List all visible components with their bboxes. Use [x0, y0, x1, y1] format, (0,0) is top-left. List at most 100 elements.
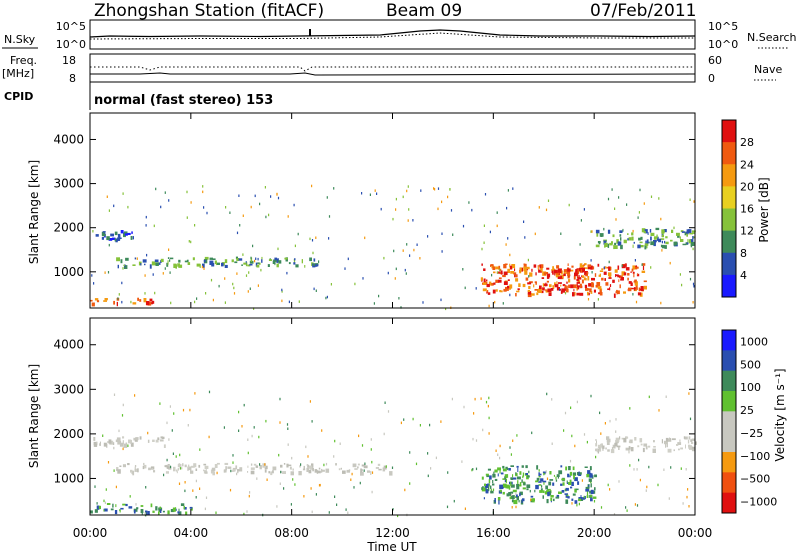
data-cell	[139, 436, 142, 440]
data-cell	[150, 466, 155, 470]
data-cell	[546, 499, 549, 504]
data-cell	[122, 447, 124, 451]
data-cell	[519, 471, 522, 475]
data-cell	[398, 297, 400, 300]
data-cell	[552, 482, 555, 486]
data-cell	[658, 197, 660, 200]
data-cell	[587, 291, 589, 296]
data-cell	[288, 262, 291, 265]
data-cell	[634, 281, 638, 286]
data-cell	[158, 511, 160, 515]
data-cell	[447, 471, 449, 474]
data-cell	[603, 227, 605, 231]
data-cell	[509, 293, 511, 297]
data-cell	[104, 508, 108, 512]
data-cell	[309, 237, 311, 241]
colorbar-cell	[722, 208, 736, 232]
data-cell	[516, 465, 519, 468]
data-cell	[661, 249, 663, 252]
data-cell	[494, 498, 496, 503]
data-cell	[237, 470, 239, 474]
data-cell	[169, 465, 172, 469]
data-cell	[569, 459, 572, 463]
y-tick-label: 4000	[53, 132, 84, 146]
data-cell	[90, 299, 93, 302]
data-cell	[626, 203, 628, 206]
data-cell	[564, 493, 568, 495]
data-cell	[639, 478, 641, 482]
data-cell	[529, 489, 531, 493]
data-cell	[686, 495, 688, 499]
data-cell	[177, 511, 180, 514]
data-cell	[384, 401, 386, 404]
data-cell	[599, 292, 603, 296]
data-cell	[195, 479, 197, 483]
data-cell	[297, 232, 299, 236]
data-cell	[160, 205, 162, 209]
data-cell	[510, 491, 514, 494]
data-cell	[637, 292, 642, 296]
data-cell	[183, 507, 187, 510]
data-cell	[405, 272, 407, 275]
data-cell	[113, 393, 116, 396]
data-cell	[171, 429, 173, 432]
data-cell	[591, 271, 593, 274]
data-cell	[504, 477, 506, 483]
data-cell	[621, 277, 624, 281]
data-cell	[624, 263, 627, 267]
data-cell	[603, 266, 605, 269]
data-cell	[463, 405, 465, 409]
nsky-tick-top: 10^5	[56, 20, 86, 33]
data-cell	[354, 468, 358, 470]
data-cell	[251, 434, 253, 438]
data-cell	[287, 427, 289, 430]
data-cell	[595, 284, 599, 288]
data-cell	[644, 229, 648, 234]
data-cell	[562, 284, 566, 287]
data-cell	[583, 433, 586, 436]
colorbar-cell	[722, 120, 736, 143]
data-cell	[526, 266, 530, 270]
data-cell	[616, 445, 621, 448]
data-cell	[158, 508, 161, 513]
data-cell	[357, 463, 360, 466]
data-cell	[538, 469, 540, 472]
data-cell	[573, 289, 575, 292]
data-cell	[670, 239, 673, 242]
data-cell	[581, 279, 584, 284]
data-cell	[562, 482, 565, 486]
data-cell	[311, 420, 313, 423]
data-cell	[427, 474, 429, 478]
data-cell	[108, 238, 113, 241]
data-cell	[115, 238, 118, 243]
data-cell	[187, 262, 191, 265]
data-cell	[370, 471, 372, 475]
data-cell	[249, 287, 251, 290]
data-cell	[521, 465, 524, 468]
data-cell	[155, 439, 159, 443]
y-tick-label: 3000	[53, 177, 84, 191]
colorbar-tick-label: −500	[740, 473, 770, 486]
data-cell	[113, 442, 115, 445]
data-cell	[686, 242, 689, 245]
data-cell	[119, 509, 121, 513]
data-cell	[148, 467, 151, 471]
data-cell	[280, 464, 283, 468]
data-cell	[636, 504, 639, 507]
data-cell	[634, 266, 638, 270]
data-cell	[164, 191, 166, 194]
data-cell	[178, 508, 180, 511]
colorbar-tick-label: 12	[740, 225, 754, 238]
data-cell	[363, 465, 368, 469]
data-cell	[503, 264, 507, 269]
data-cell	[167, 464, 170, 466]
data-cell	[389, 471, 393, 476]
data-cell	[505, 478, 507, 483]
data-cell	[557, 276, 562, 279]
data-cell	[605, 282, 609, 286]
beam-label: Beam 09	[386, 1, 462, 21]
data-cell	[586, 491, 589, 496]
data-cell	[518, 283, 521, 287]
data-cell	[592, 266, 595, 270]
data-cell	[584, 267, 588, 269]
